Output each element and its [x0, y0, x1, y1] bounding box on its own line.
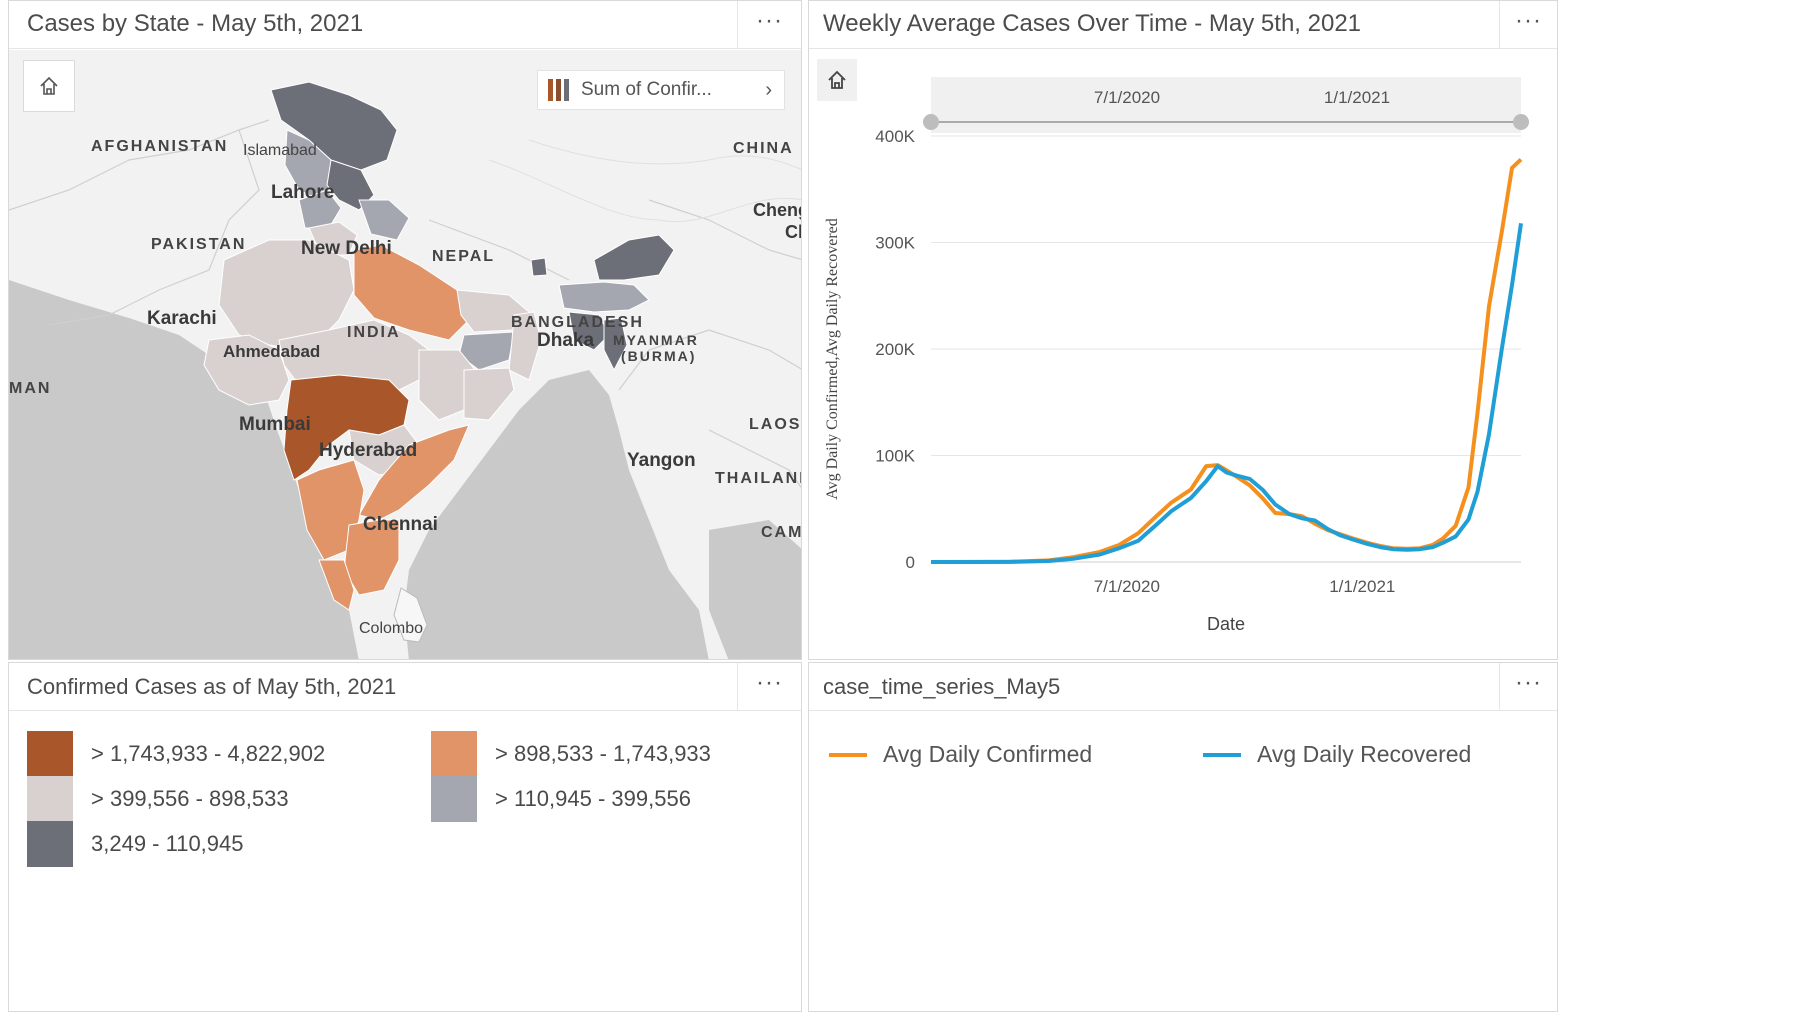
series-legend-card: case_time_series_May5 ··· Avg Daily Conf…	[808, 662, 1558, 1012]
map-label-chennai: Chennai	[363, 514, 438, 535]
time-slider-track	[931, 77, 1521, 133]
legend-label: > 1,743,933 - 4,822,902	[91, 741, 326, 766]
home-icon	[828, 70, 846, 89]
map-home-button[interactable]	[23, 60, 75, 112]
legend-label: > 399,556 - 898,533	[91, 786, 289, 811]
map-label-india: INDIA	[347, 324, 401, 341]
map-label-islamabad: Islamabad	[243, 142, 317, 159]
y-tick-label: 300K	[875, 234, 915, 253]
map-label-cheng: Cheng	[753, 200, 801, 220]
map-card-title: Cases by State - May 5th, 2021	[27, 10, 364, 37]
legend-swatch	[431, 731, 477, 777]
series-legend-item-confirmed[interactable]: Avg Daily Confirmed	[829, 741, 1092, 768]
legend-swatch	[431, 776, 477, 822]
series-line-swatch	[1203, 752, 1241, 757]
time-slider-start-handle[interactable]	[923, 114, 939, 130]
map-card: Sum of Confir... › AFGHANISTAN PAKISTAN …	[8, 0, 802, 660]
y-tick-label: 0	[906, 553, 915, 572]
x-axis-label: Date	[1207, 614, 1245, 634]
series-label: Avg Daily Recovered	[1257, 741, 1472, 767]
line-chart[interactable]: 7/1/2020 1/1/2021 0 100K 200K 300K 400K 7/1/2…	[809, 51, 1558, 660]
legend-card: Confirmed Cases as of May 5th, 2021 ··· …	[8, 662, 802, 1012]
x-tick-label: 7/1/2020	[1094, 577, 1160, 596]
map-label-ahmedabad: Ahmedabad	[223, 342, 321, 361]
chart-card-menu-button[interactable]: ···	[1499, 1, 1557, 49]
legend-label: > 898,533 - 1,743,933	[495, 741, 711, 766]
map-label-pakistan: PAKISTAN	[151, 236, 247, 253]
legend-swatch	[27, 776, 73, 822]
legend-label: > 110,945 - 399,556	[495, 786, 691, 811]
map-label-laos: LAOS	[749, 416, 802, 433]
map-label-cambodia: CAMI	[761, 524, 802, 541]
map-label-oman: MAN	[9, 380, 52, 397]
chevron-right-icon: ›	[765, 78, 772, 101]
slider-label: 7/1/2020	[1094, 88, 1160, 107]
map-label-yangon: Yangon	[627, 450, 696, 471]
chart-home-button[interactable]	[817, 59, 857, 101]
legend-card-title: Confirmed Cases as of May 5th, 2021	[27, 674, 397, 699]
map-label-mumbai: Mumbai	[239, 414, 311, 435]
legend-item[interactable]: > 399,556 - 898,533	[27, 776, 289, 822]
series-line-confirmed[interactable]	[930, 157, 1523, 564]
layer-color-icon	[548, 79, 569, 101]
map-label-lahore: Lahore	[271, 182, 335, 203]
time-slider-end-handle[interactable]	[1513, 114, 1529, 130]
map-label-colombo: Colombo	[359, 620, 424, 637]
series-card-menu-button[interactable]: ···	[1499, 663, 1557, 711]
map-label-cheng-2: Cl	[785, 222, 802, 242]
y-tick-label: 200K	[875, 340, 915, 359]
series-legend-item-recovered[interactable]: Avg Daily Recovered	[1203, 741, 1471, 768]
chart-card: Weekly Average Cases Over Time - May 5th…	[808, 0, 1558, 660]
map-label-hyderabad: Hyderabad	[319, 440, 418, 461]
map-card-menu-button[interactable]: ···	[737, 1, 801, 49]
layer-selector-button[interactable]: Sum of Confir... ›	[537, 70, 785, 110]
legend-card-header: Confirmed Cases as of May 5th, 2021 ···	[9, 663, 801, 711]
india-map[interactable]: Sum of Confir... › AFGHANISTAN PAKISTAN …	[9, 50, 801, 659]
map-label-burma: (BURMA)	[621, 348, 697, 364]
series-label: Avg Daily Confirmed	[883, 741, 1093, 767]
layer-label: Sum of Confir...	[581, 79, 712, 100]
y-tick-label: 400K	[875, 127, 915, 146]
map-label-bangladesh: BANGLADESH	[511, 314, 644, 331]
chart-card-header: Weekly Average Cases Over Time - May 5th…	[809, 1, 1557, 49]
legend-card-menu-button[interactable]: ···	[737, 663, 801, 711]
map-label-myanmar: MYANMAR	[613, 332, 699, 348]
series-card-header: case_time_series_May5 ···	[809, 663, 1557, 711]
map-label-china: CHINA	[733, 140, 794, 157]
legend-item[interactable]: > 110,945 - 399,556	[431, 776, 691, 822]
chart-card-title: Weekly Average Cases Over Time - May 5th…	[823, 10, 1362, 37]
series-line-swatch	[829, 752, 867, 757]
map-label-afghanistan: AFGHANISTAN	[91, 138, 229, 155]
legend-swatch	[27, 731, 73, 777]
slider-label: 1/1/2021	[1324, 88, 1390, 107]
home-icon	[40, 76, 58, 95]
map-canvas	[9, 50, 801, 659]
y-tick-label: 100K	[875, 447, 915, 466]
map-card-header: Cases by State - May 5th, 2021 ···	[9, 1, 801, 49]
x-tick-label: 1/1/2021	[1329, 577, 1395, 596]
legend-swatch	[27, 821, 73, 867]
map-label-thailand: THAILAND	[715, 470, 801, 487]
legend-item[interactable]: > 898,533 - 1,743,933	[431, 731, 711, 777]
series-line-recovered[interactable]	[931, 223, 1523, 564]
legend-item[interactable]: > 1,743,933 - 4,822,902	[27, 731, 325, 777]
legend-item[interactable]: 3,249 - 110,945	[27, 821, 244, 867]
map-label-nepal: NEPAL	[432, 248, 496, 265]
legend-label: 3,249 - 110,945	[91, 831, 244, 856]
map-label-dhaka: Dhaka	[537, 330, 595, 351]
map-label-new-delhi: New Delhi	[301, 238, 392, 259]
y-axis-label: Avg Daily Confirmed,Avg Daily Recovered	[824, 218, 841, 500]
map-label-karachi: Karachi	[147, 308, 217, 329]
series-card-title: case_time_series_May5	[823, 674, 1061, 699]
